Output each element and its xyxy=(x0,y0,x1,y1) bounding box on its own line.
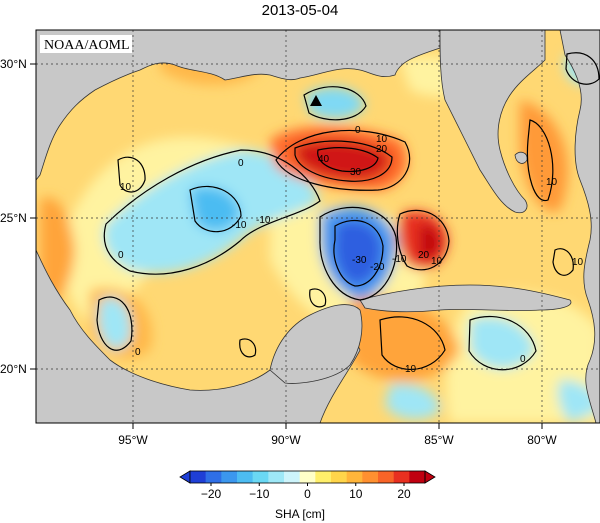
cuba-island xyxy=(359,284,572,313)
atlantic-edge xyxy=(559,30,600,423)
contour-label: 20 xyxy=(376,144,388,155)
contour-label: -10 xyxy=(392,254,407,265)
contour-label: 0 xyxy=(355,125,361,136)
contour-label: 20 xyxy=(418,250,430,261)
lat-label-30n: 30°N xyxy=(0,57,27,71)
lon-label-85w: 85°W xyxy=(424,433,454,447)
us-gulf-coast xyxy=(36,30,441,181)
contour-plus10-north xyxy=(275,129,411,191)
station-marker-icon xyxy=(310,95,322,106)
contour-label: 10 xyxy=(431,256,443,267)
florida-peninsula xyxy=(439,30,546,214)
colorbar-swatch xyxy=(268,471,285,483)
contour-label: 10 xyxy=(120,182,132,193)
colorbar-tick-label: −20 xyxy=(201,487,222,501)
colorbar-swatch xyxy=(331,471,347,483)
land xyxy=(36,30,600,423)
contour-plus10-yucatan xyxy=(379,316,446,370)
colorbar-tick-label: −10 xyxy=(249,487,270,501)
warm-patch-yucatan xyxy=(350,297,460,382)
axis-ticks xyxy=(30,63,543,429)
colorbar-swatch xyxy=(190,471,206,483)
colorbar: −20 −10 0 10 20 xyxy=(179,470,436,501)
sha-field xyxy=(40,36,600,423)
colorbar-swatch xyxy=(378,471,394,483)
contour-zero-atlantic xyxy=(565,52,600,85)
lon-label-95w: 95°W xyxy=(118,433,148,447)
contour-minus10-west xyxy=(189,185,242,233)
mexico-coast xyxy=(36,249,361,423)
colorbar-swatch xyxy=(237,471,253,483)
colorbar-swatch xyxy=(299,471,316,483)
colorbar-swatch xyxy=(393,471,410,483)
contour-label: 0 xyxy=(135,347,141,358)
colorbar-swatch xyxy=(252,471,269,483)
contour-label: 0 xyxy=(238,158,244,169)
contour-label: 10 xyxy=(376,134,388,145)
contour-minus30 xyxy=(333,219,384,287)
contour-plus10-florida xyxy=(526,119,554,202)
contour-plus10-west xyxy=(117,156,146,193)
cold-core-west xyxy=(190,186,240,231)
warm-eddy-southeast-core xyxy=(420,224,440,259)
contour-plus10-small xyxy=(309,288,327,308)
contour-label: -10 xyxy=(232,220,247,231)
colorbar-arrow-low xyxy=(179,470,191,484)
cold-eddy-southeast xyxy=(470,316,535,369)
cold-eddy-southwest xyxy=(98,297,131,350)
colorbar-tick-label: 10 xyxy=(349,487,363,501)
contour-label: -30 xyxy=(352,255,367,266)
cyclone-core xyxy=(334,220,382,285)
contour-zero-tongue xyxy=(103,149,321,275)
contour-label: -20 xyxy=(370,262,385,273)
contour-label: 0 xyxy=(520,354,526,365)
colorbar-tick-label: 0 xyxy=(304,487,311,501)
contour-label: 0 xyxy=(118,250,124,261)
lon-label-80w: 80°W xyxy=(527,433,557,447)
contour-label: 10 xyxy=(572,257,584,268)
lat-label-20n: 20°N xyxy=(0,362,27,376)
colorbar-arrow-high xyxy=(424,470,436,484)
colorbar-swatch xyxy=(205,471,222,483)
colorbar-swatch xyxy=(284,471,300,483)
contour-zero-north xyxy=(303,86,367,121)
cold-eddy-north xyxy=(305,87,365,119)
plot-frame xyxy=(35,29,600,424)
contour-plus10-east xyxy=(552,248,574,276)
colorbar-swatch xyxy=(362,471,379,483)
contour-zero-southwest xyxy=(96,296,133,351)
colorbar-label: SHA [cm] xyxy=(275,507,325,521)
contour-plus40 xyxy=(317,147,379,173)
map-plot: 40 30 20 10 0 -10 -20 -30 10 0 -10 10 0 … xyxy=(36,30,600,423)
colorbar-tick-label: 20 xyxy=(397,487,411,501)
lon-label-90w: 90°W xyxy=(271,433,301,447)
cold-eddy-south xyxy=(385,384,440,420)
contour-zero-southeast xyxy=(468,315,537,371)
contour-label: 10 xyxy=(546,177,558,188)
colorbar-swatch xyxy=(409,471,426,483)
contour-plus20-southeast xyxy=(396,209,450,271)
colorbar-swatch xyxy=(221,471,238,483)
contours xyxy=(96,52,600,371)
colorbar-swatch xyxy=(315,471,332,483)
contour-plus30 xyxy=(294,140,393,182)
map-title: 2013-05-04 xyxy=(261,2,339,19)
contour-plus10-small-south xyxy=(239,338,257,358)
contour-label: 40 xyxy=(318,154,330,165)
contour-minus10 xyxy=(319,206,398,301)
lat-label-25n: 25°N xyxy=(0,211,27,225)
contour-label: 30 xyxy=(350,167,362,178)
credit-box xyxy=(40,35,132,53)
credit-label: NOAA/AOML xyxy=(44,38,130,53)
contour-label: 10 xyxy=(405,364,417,375)
graticule xyxy=(36,30,600,423)
colorbar-swatch xyxy=(346,471,363,483)
contour-labels: 40 30 20 10 0 -10 -20 -30 10 0 -10 10 0 … xyxy=(118,125,584,375)
yucatan-peninsula xyxy=(269,304,363,384)
contour-label: -10 xyxy=(256,215,271,226)
